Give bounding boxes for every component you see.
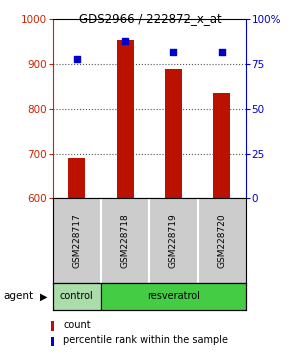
- Text: GSM228718: GSM228718: [121, 213, 130, 268]
- Point: [219, 49, 224, 55]
- Text: percentile rank within the sample: percentile rank within the sample: [63, 335, 228, 345]
- Text: GSM228719: GSM228719: [169, 213, 178, 268]
- Text: count: count: [63, 320, 91, 330]
- Text: resveratrol: resveratrol: [147, 291, 200, 302]
- Text: GSM228720: GSM228720: [217, 213, 226, 268]
- Point: [123, 38, 128, 44]
- Text: control: control: [60, 291, 94, 302]
- Bar: [213, 93, 230, 198]
- Bar: [117, 40, 134, 198]
- Text: ▶: ▶: [40, 291, 47, 302]
- Text: GSM228717: GSM228717: [72, 213, 81, 268]
- Text: GDS2966 / 222872_x_at: GDS2966 / 222872_x_at: [79, 12, 221, 25]
- Point: [74, 56, 79, 62]
- Point: [171, 49, 176, 55]
- Bar: [52, 283, 101, 310]
- Bar: [101, 283, 246, 310]
- Bar: [165, 69, 182, 198]
- Text: agent: agent: [3, 291, 33, 302]
- Bar: [68, 158, 85, 198]
